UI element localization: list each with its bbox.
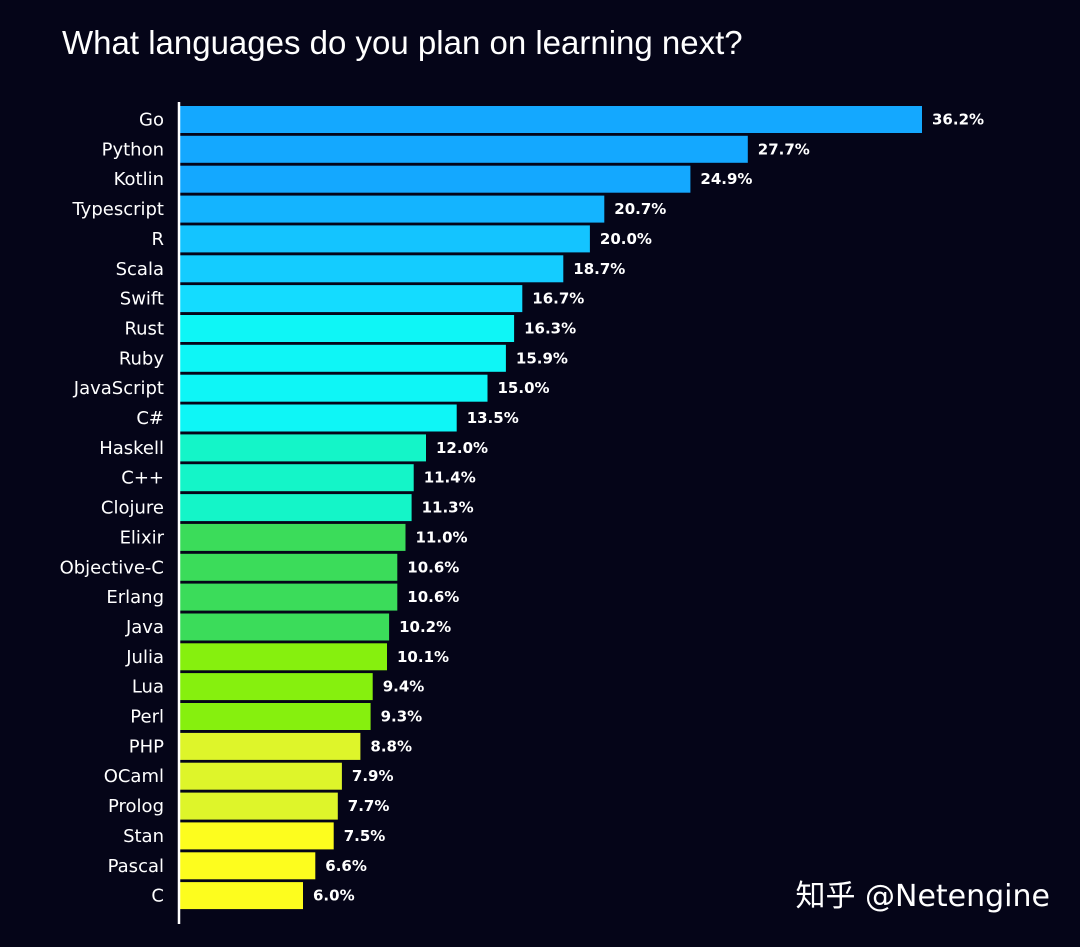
bar-objective-c [180,553,398,581]
value-label-go: 36.2% [932,111,984,129]
bar-typescript [180,195,605,223]
bar-c [180,882,303,910]
value-label-javascript: 15.0% [498,379,550,397]
value-label-r: 20.0% [600,230,652,248]
value-label-julia: 10.1% [397,648,449,666]
category-label-go: Go [139,110,164,131]
bar-r [180,225,590,253]
value-label-rust: 16.3% [524,320,576,338]
category-label-lua: Lua [132,677,164,698]
category-label-cplusplus: C++ [121,468,164,489]
category-label-objective-c: Objective-C [60,557,164,578]
bar-pascal [180,852,316,880]
bar-php [180,732,361,760]
category-label-r: R [151,229,164,250]
category-label-kotlin: Kotlin [114,169,164,190]
value-label-csharp: 13.5% [467,409,519,427]
category-label-javascript: JavaScript [73,378,164,399]
bar-stan [180,822,334,850]
category-label-clojure: Clojure [101,498,164,519]
category-label-prolog: Prolog [108,796,164,817]
value-label-lua: 9.4% [383,678,425,696]
category-label-typescript: Typescript [71,199,164,220]
value-label-objective-c: 10.6% [407,558,459,576]
bar-haskell [180,434,426,462]
value-label-scala: 18.7% [573,260,625,278]
category-label-rust: Rust [124,319,164,340]
category-label-erlang: Erlang [106,587,164,608]
category-label-c: C [151,886,164,907]
category-label-python: Python [102,139,164,160]
category-label-csharp: C# [136,408,164,429]
value-label-cplusplus: 11.4% [424,469,476,487]
value-label-php: 8.8% [370,737,412,755]
bars-group [180,106,922,910]
value-label-haskell: 12.0% [436,439,488,457]
bar-rust [180,315,515,342]
category-label-perl: Perl [130,707,164,728]
value-label-typescript: 20.7% [614,200,666,218]
bar-python [180,135,748,163]
value-label-ruby: 15.9% [516,349,568,367]
category-label-pascal: Pascal [108,856,164,877]
value-label-kotlin: 24.9% [700,170,752,188]
bar-perl [180,703,371,730]
bar-erlang [180,583,398,611]
bar-scala [180,255,564,283]
bar-kotlin [180,165,691,193]
value-label-clojure: 11.3% [422,499,474,517]
category-label-swift: Swift [120,289,164,310]
bar-csharp [180,404,457,432]
value-label-python: 27.7% [758,140,810,158]
bar-clojure [180,494,412,522]
value-label-prolog: 7.7% [348,797,390,815]
value-label-perl: 9.3% [381,708,423,726]
value-label-c: 6.0% [313,887,355,905]
bar-swift [180,285,523,313]
chart-title: What languages do you plan on learning n… [62,24,743,61]
value-label-swift: 16.7% [532,290,584,308]
value-labels-group: 36.2% 27.7% 24.9% 20.7% 20.0% 18.7% 16.7% 16.3%… [313,111,984,905]
category-label-scala: Scala [116,259,164,280]
value-label-elixir: 11.0% [416,528,468,546]
value-label-erlang: 10.6% [407,588,459,606]
value-label-ocaml: 7.9% [352,767,394,785]
bar-cplusplus [180,464,414,492]
category-label-haskell: Haskell [99,438,164,459]
watermark-text: 知乎 @Netengine [795,879,1050,914]
category-label-julia: Julia [125,647,164,668]
value-label-java: 10.2% [399,618,451,636]
bar-prolog [180,792,338,820]
bar-ruby [180,344,506,372]
bar-ocaml [180,762,342,790]
category-labels-group: Go Python Kotlin Typescript R Scala Swift Rust R… [60,110,165,907]
category-label-java: Java [125,617,164,638]
category-label-php: PHP [129,736,164,757]
bar-lua [180,673,373,701]
bar-javascript [180,374,488,402]
bar-go [180,106,922,133]
category-label-ocaml: OCaml [104,766,164,787]
value-label-pascal: 6.6% [325,857,367,875]
category-label-ruby: Ruby [119,348,165,369]
bar-elixir [180,523,406,551]
category-label-stan: Stan [123,826,164,847]
bar-java [180,613,390,641]
value-label-stan: 7.5% [344,827,386,845]
category-label-elixir: Elixir [120,527,165,548]
bar-julia [180,643,387,671]
